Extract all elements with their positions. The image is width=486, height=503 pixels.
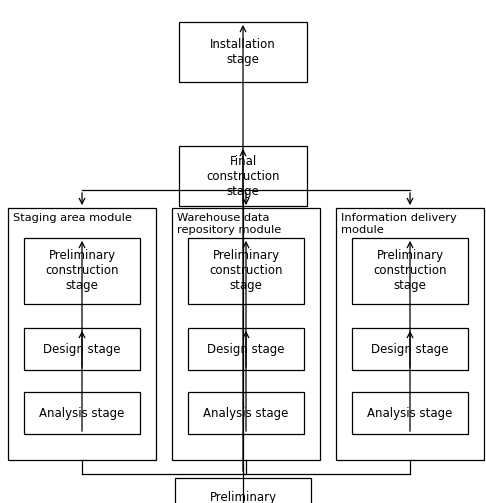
Text: Preliminary
investigation
stage: Preliminary investigation stage [205, 490, 281, 503]
Bar [24, 392, 140, 434]
Bar [179, 146, 307, 206]
Text: Staging area module: Staging area module [13, 213, 132, 223]
Bar [352, 392, 468, 434]
Bar [188, 328, 304, 370]
Text: Warehouse data
repository module: Warehouse data repository module [177, 213, 281, 234]
Text: Analysis stage: Analysis stage [367, 406, 452, 420]
Text: Analysis stage: Analysis stage [203, 406, 289, 420]
Text: Preliminary
construction
stage: Preliminary construction stage [373, 249, 447, 293]
Text: Information delivery
module: Information delivery module [341, 213, 457, 234]
Text: Preliminary
construction
stage: Preliminary construction stage [45, 249, 119, 293]
Text: Preliminary
construction
stage: Preliminary construction stage [209, 249, 283, 293]
Bar [188, 392, 304, 434]
Bar [24, 328, 140, 370]
Bar [24, 238, 140, 304]
Text: Design stage: Design stage [207, 343, 285, 356]
Bar [352, 238, 468, 304]
Text: Design stage: Design stage [43, 343, 121, 356]
Bar [336, 208, 484, 460]
Bar [352, 328, 468, 370]
Text: Design stage: Design stage [371, 343, 449, 356]
Bar [175, 478, 311, 503]
Text: Installation
stage: Installation stage [210, 38, 276, 66]
Text: Final
construction
stage: Final construction stage [206, 154, 280, 198]
Bar [8, 208, 156, 460]
Text: Analysis stage: Analysis stage [39, 406, 125, 420]
Bar [172, 208, 320, 460]
Bar [179, 22, 307, 82]
Bar [188, 238, 304, 304]
